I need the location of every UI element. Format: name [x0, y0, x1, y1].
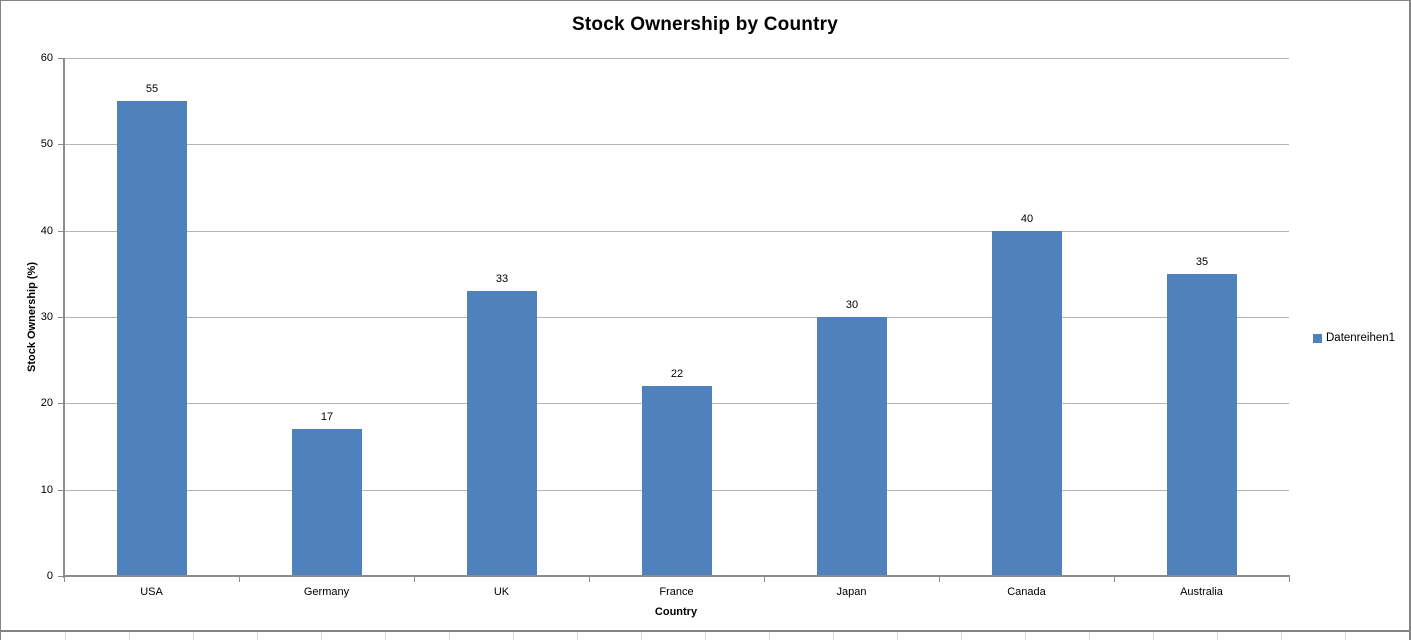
bar-value-label-japan: 30 [845, 299, 859, 311]
y-tick-label-10: 10 [40, 484, 53, 496]
worksheet-column-gridline [193, 632, 194, 640]
y-gridline-60 [64, 58, 1289, 59]
y-axis-tick-0 [58, 576, 64, 577]
x-axis-line [63, 575, 1290, 577]
worksheet-column-gridline [833, 632, 834, 640]
y-axis-tick-30 [58, 317, 64, 318]
x-tick-label-usa: USA [140, 586, 163, 598]
worksheet-column-gridline [321, 632, 322, 640]
chart-title: Stock Ownership by Country [572, 14, 838, 35]
worksheet-column-gridline [1281, 632, 1282, 640]
worksheet-column-gridline [577, 632, 578, 640]
x-tick-label-france: France [659, 586, 694, 598]
y-tick-label-60: 60 [40, 52, 53, 64]
y-tick-label-30: 30 [40, 311, 53, 323]
x-axis-tick-5 [939, 577, 940, 582]
legend-swatch-datenreihen1 [1313, 333, 1322, 343]
worksheet-column-gridline [1409, 632, 1410, 640]
worksheet-column-gridline [641, 632, 642, 640]
y-axis-line [63, 58, 65, 578]
worksheet-column-gridline [257, 632, 258, 640]
worksheet-sliver [1, 632, 1409, 640]
chart-border-bottom [1, 630, 1409, 632]
y-axis-tick-40 [58, 231, 64, 232]
worksheet-column-gridline [961, 632, 962, 640]
bar-value-label-uk: 33 [495, 273, 509, 285]
y-gridline-40 [64, 231, 1289, 232]
bar-usa[interactable] [117, 101, 187, 576]
x-axis-tick-1 [239, 577, 240, 582]
worksheet-column-gridline [1025, 632, 1026, 640]
worksheet-column-gridline [705, 632, 706, 640]
bar-france[interactable] [642, 386, 712, 576]
worksheet-column-gridline [1217, 632, 1218, 640]
y-axis-tick-60 [58, 58, 64, 59]
x-tick-label-germany: Germany [303, 586, 350, 598]
x-tick-label-canada: Canada [1007, 586, 1046, 598]
x-tick-label-japan: Japan [836, 586, 867, 598]
worksheet-column-gridline [129, 632, 130, 640]
worksheet-column-gridline [1345, 632, 1346, 640]
bar-value-label-france: 22 [670, 368, 684, 380]
bar-value-label-usa: 55 [145, 83, 159, 95]
worksheet-column-gridline [513, 632, 514, 640]
y-tick-label-0: 0 [46, 570, 53, 582]
worksheet-column-gridline [897, 632, 898, 640]
y-gridline-30 [64, 317, 1289, 318]
chart-legend[interactable]: Datenreihen1 [1313, 332, 1395, 344]
legend-label-datenreihen1: Datenreihen1 [1326, 332, 1396, 344]
bar-uk[interactable] [467, 291, 537, 576]
x-tick-label-uk: UK [493, 586, 510, 598]
x-axis-tick-2 [414, 577, 415, 582]
x-axis-tick-6 [1114, 577, 1115, 582]
worksheet-column-gridline [449, 632, 450, 640]
bar-australia[interactable] [1167, 274, 1237, 576]
y-axis-title: Stock Ownership (%) [26, 261, 38, 373]
x-axis-tick-0 [64, 577, 65, 582]
bar-value-label-canada: 40 [1020, 213, 1034, 225]
worksheet-column-gridline [1089, 632, 1090, 640]
x-axis-tick-7 [1289, 577, 1290, 582]
y-axis-tick-50 [58, 144, 64, 145]
x-tick-label-australia: Australia [1180, 586, 1223, 598]
bar-germany[interactable] [292, 429, 362, 576]
y-axis-tick-20 [58, 403, 64, 404]
worksheet-column-gridline [769, 632, 770, 640]
y-gridline-50 [64, 144, 1289, 145]
worksheet-column-gridline [385, 632, 386, 640]
worksheet-column-gridline [1153, 632, 1154, 640]
x-axis-tick-4 [764, 577, 765, 582]
bar-canada[interactable] [992, 231, 1062, 576]
x-axis-title: Country [654, 606, 698, 618]
bar-japan[interactable] [817, 317, 887, 576]
y-axis-tick-10 [58, 490, 64, 491]
y-tick-label-40: 40 [40, 225, 53, 237]
bar-value-label-germany: 17 [320, 411, 334, 423]
bar-value-label-australia: 35 [1195, 256, 1209, 268]
worksheet-column-gridline [65, 632, 66, 640]
y-tick-label-50: 50 [40, 138, 53, 150]
y-tick-label-20: 20 [40, 397, 53, 409]
x-axis-tick-3 [589, 577, 590, 582]
